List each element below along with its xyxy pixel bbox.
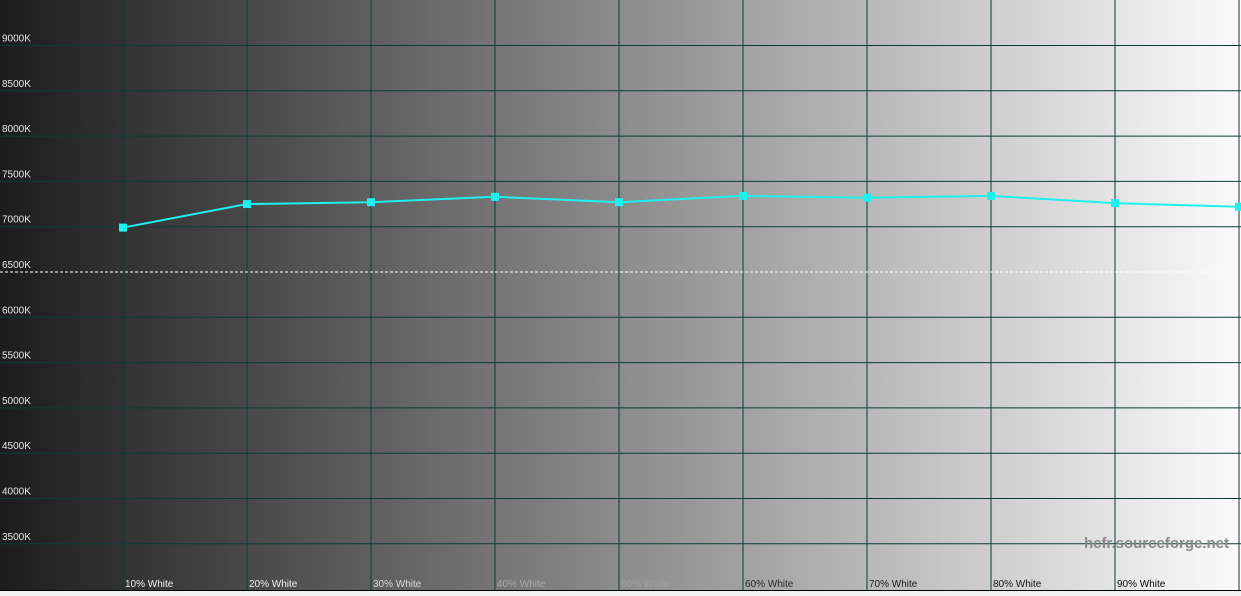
x-tick-label: 80% White xyxy=(993,579,1042,590)
y-tick-label: 7000K xyxy=(2,215,31,226)
x-tick-label: 70% White xyxy=(869,579,918,590)
data-point xyxy=(863,193,871,202)
data-point xyxy=(1235,202,1241,211)
data-point xyxy=(243,200,251,209)
x-axis: 10% White 20% White 30% White 40% White 50% … xyxy=(125,579,1166,590)
data-point xyxy=(119,223,127,232)
x-tick-label: 60% White xyxy=(745,579,794,590)
y-tick-label: 5500K xyxy=(2,351,31,362)
x-tick-label: 40% White xyxy=(497,579,546,590)
y-tick-label: 9000K xyxy=(2,34,31,45)
y-axis: 3500K 4000K 4500K 5000K 5500K 6000K 6500K 7000K… xyxy=(2,34,31,543)
y-tick-label: 7500K xyxy=(2,169,31,180)
x-tick-label: 30% White xyxy=(373,579,422,590)
y-tick-label: 6000K xyxy=(2,305,31,316)
data-point xyxy=(491,192,499,201)
bottom-strip xyxy=(0,590,1241,596)
data-point xyxy=(739,191,747,200)
y-tick-label: 6500K xyxy=(2,260,31,271)
data-point xyxy=(367,198,375,207)
x-tick-label: 90% White xyxy=(1117,579,1166,590)
y-tick-label: 8500K xyxy=(2,79,31,90)
data-point xyxy=(1111,199,1119,208)
y-tick-label: 4500K xyxy=(2,441,31,452)
y-tick-label: 8000K xyxy=(2,124,31,135)
x-tick-label: 20% White xyxy=(249,579,298,590)
series-line xyxy=(122,194,1240,229)
y-tick-label: 3500K xyxy=(2,532,31,543)
watermark: hcfr.sourceforge.net xyxy=(1084,535,1229,552)
x-tick-label: 10% White xyxy=(125,579,174,590)
data-point xyxy=(987,191,995,200)
y-tick-label: 5000K xyxy=(2,396,31,407)
y-tick-label: 4000K xyxy=(2,487,31,498)
series xyxy=(119,191,1241,232)
data-point xyxy=(615,198,623,207)
x-tick-label: 50% White xyxy=(621,579,670,590)
